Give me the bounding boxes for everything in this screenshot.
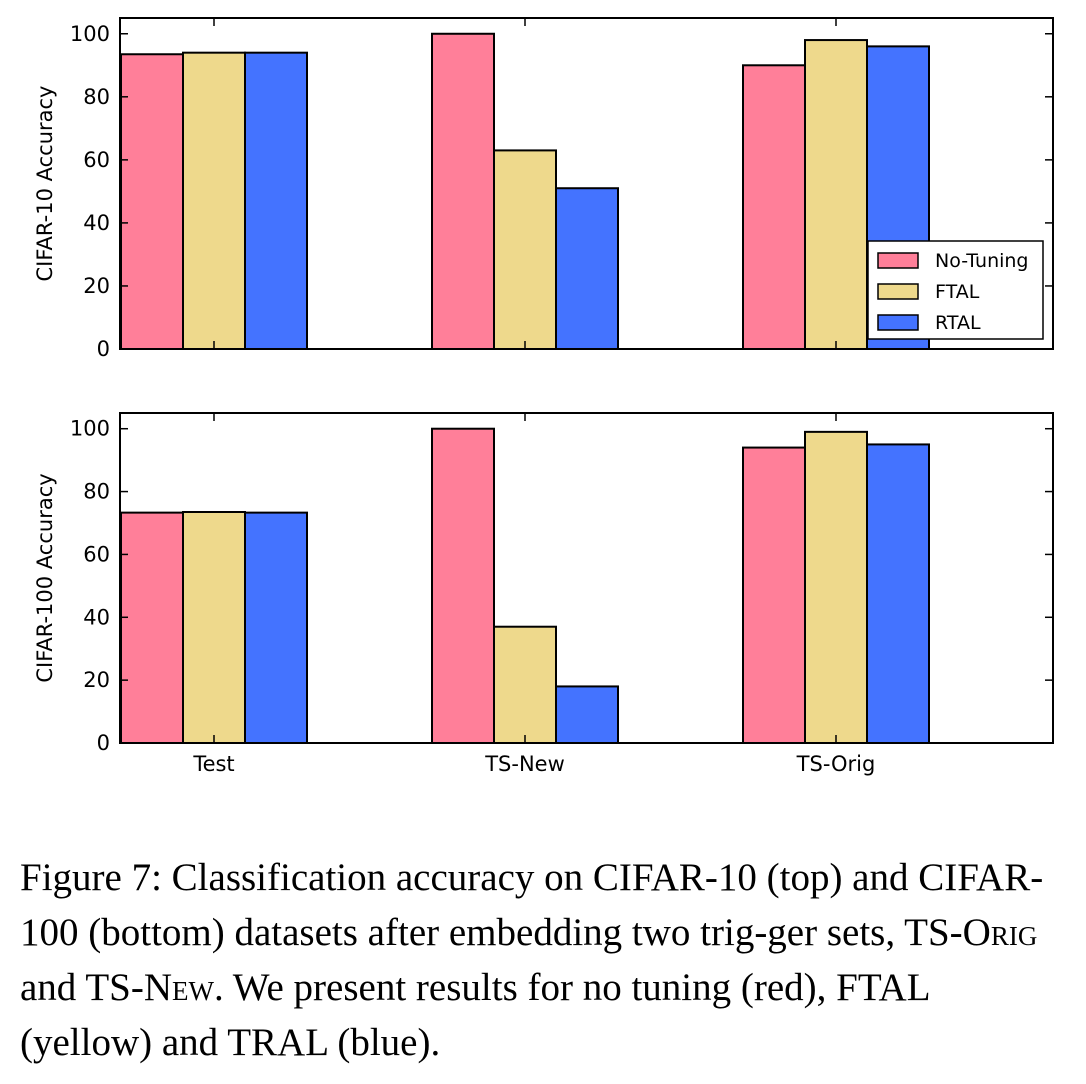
- legend-swatch-ftal: [877, 283, 919, 300]
- caption-tail: . We present results for no tuning (red)…: [20, 966, 930, 1064]
- y-tick-label: 0: [97, 731, 110, 755]
- bar-no-tuning-ts-new: [431, 32, 495, 351]
- bar-rtal-ts-new: [555, 187, 619, 350]
- y-tick-label: 80: [83, 85, 110, 109]
- bar-ftal-ts-orig: [804, 430, 868, 744]
- legend-label-no-tuning: No-Tuning: [935, 250, 1029, 272]
- y-tick-label: 20: [83, 668, 110, 692]
- bar-no-tuning-test: [120, 53, 184, 350]
- y-axis-title: CIFAR-10 Accuracy: [33, 86, 57, 282]
- bar-rtal-test: [244, 51, 308, 351]
- x-tick-label-ts-orig: TS-Orig: [796, 752, 876, 776]
- y-tick-label: 40: [83, 605, 110, 629]
- x-tick-label-ts-new: TS-New: [484, 752, 565, 776]
- caption-ts-prefix-2: TS-: [85, 966, 144, 1009]
- caption-mid: and: [20, 966, 86, 1009]
- legend-swatch-rtal: [877, 314, 919, 331]
- legend-swatch-no-tuning: [877, 252, 919, 269]
- bar-no-tuning-ts-orig: [742, 446, 806, 744]
- bar-ftal-test: [182, 511, 246, 744]
- y-tick-label: 80: [83, 480, 110, 504]
- bar-ftal-ts-new: [493, 625, 557, 745]
- plot-frame: [119, 17, 1054, 350]
- chart-panel-2: 0 20 40 60 80 100 Test TS-New TS-Orig CIFAR-100 A…: [33, 412, 1054, 776]
- y-tick-label: 100: [70, 22, 110, 46]
- caption-ts-new: New: [143, 966, 215, 1009]
- caption-ts-prefix-1: TS-: [904, 911, 963, 954]
- bar-ftal-test: [182, 51, 246, 351]
- legend: No-Tuning FTAL RTAL: [867, 240, 1044, 340]
- x-tick-label-test: Test: [192, 752, 234, 776]
- chart-panel-1: 0 20 40 60 80 100 CIFAR-10 Accuracy No-Tuning FT…: [33, 17, 1054, 361]
- y-tick-label: 20: [83, 274, 110, 298]
- bar-ftal-ts-new: [493, 149, 557, 350]
- caption-ts-orig: Orig: [962, 911, 1038, 954]
- legend-label-ftal: FTAL: [935, 281, 980, 303]
- y-tick-label: 40: [83, 211, 110, 235]
- y-tick-label: 60: [83, 148, 110, 172]
- bar-rtal-ts-new: [555, 685, 619, 745]
- bar-rtal-ts-orig: [866, 443, 930, 744]
- y-tick-label: 60: [83, 542, 110, 566]
- bar-no-tuning-ts-orig: [742, 64, 806, 351]
- y-tick-label: 0: [97, 337, 110, 361]
- bar-rtal-test: [244, 511, 308, 745]
- y-tick-label: 100: [70, 417, 110, 441]
- bar-no-tuning-ts-new: [431, 427, 495, 744]
- bar-no-tuning-test: [120, 511, 184, 745]
- caption-lead: Figure 7: Classification accuracy on CIF…: [20, 856, 1044, 954]
- y-axis-title: CIFAR-100 Accuracy: [33, 473, 57, 682]
- figure-caption: Figure 7: Classification accuracy on CIF…: [20, 850, 1070, 1070]
- bar-ftal-ts-orig: [804, 39, 868, 350]
- figure-chart: 0 20 40 60 80 100 CIFAR-10 Accuracy No-Tuning FT…: [33, 17, 1054, 776]
- legend-label-rtal: RTAL: [935, 312, 981, 334]
- plot-frame: [119, 412, 1054, 744]
